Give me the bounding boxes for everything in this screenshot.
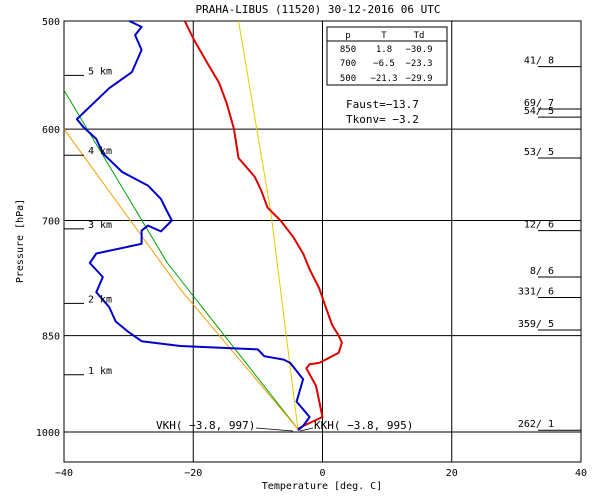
y-tick-label: 850 <box>42 332 60 343</box>
table-cell: 850 <box>340 45 356 55</box>
kkh-leader <box>299 427 314 432</box>
wind-label: 12/ 6 <box>524 220 554 231</box>
kkh-label: KKH( −3.8, 995) <box>314 419 413 432</box>
table-header: T <box>381 31 387 41</box>
wind-label: 53/ 5 <box>524 147 554 158</box>
height-label: 1 km <box>88 366 112 377</box>
wind-label: 8/ 6 <box>530 266 554 277</box>
x-tick-label: 40 <box>575 468 587 479</box>
table-cell: −30.9 <box>405 45 432 55</box>
height-label: 4 km <box>88 146 112 157</box>
series-line-reference-orange <box>63 128 299 430</box>
faust-label: Faust=−13.7 <box>346 98 419 111</box>
vkh-leader <box>255 427 294 432</box>
table-cell: −21.3 <box>370 74 397 84</box>
table-cell: 1.8 <box>376 45 392 55</box>
x-tick-label: 0 <box>319 468 325 479</box>
table-cell: −6.5 <box>373 59 395 69</box>
series-line-reference-green <box>63 90 299 430</box>
grid <box>64 20 581 462</box>
wind-labels: 41/ 8 69/ 754/ 5 53/ 5 12/ 6 8/ 6 331/ 6 359/ … <box>518 56 581 431</box>
vkh-label: VKH( −3.8, 997) <box>156 419 255 432</box>
y-tick-label: 700 <box>42 217 60 228</box>
wind-label: 262/ 1 <box>518 419 554 430</box>
height-label: 3 km <box>88 220 112 231</box>
table-cell: −23.3 <box>405 59 432 69</box>
series-line-reference-yellow <box>238 20 299 430</box>
chart-title: PRAHA-LIBUS (11520) 30-12-2016 06 UTC <box>195 3 440 16</box>
table-header: p <box>345 31 350 41</box>
x-axis-label: Temperature [deg. C] <box>262 481 382 492</box>
series-line-dewpoint <box>75 20 311 431</box>
height-label: 2 km <box>88 294 112 305</box>
x-tick-label: −40 <box>55 468 73 479</box>
table-cell: 500 <box>340 74 356 84</box>
y-tick-label: 1000 <box>36 428 60 439</box>
table-cell: 700 <box>340 59 356 69</box>
x-tick-label: −20 <box>184 468 202 479</box>
series-layer <box>63 20 343 431</box>
table-cell: −29.9 <box>405 74 432 84</box>
wind-label: 54/ 5 <box>524 106 554 117</box>
wind-label: 69/ 7 <box>524 98 554 109</box>
height-labels: 5 km 4 km 3 km 2 km 1 km <box>64 66 112 377</box>
axis-ticks: −40 −20 0 20 40 500 600 700 850 1000 <box>36 17 587 479</box>
y-tick-label: 600 <box>42 125 60 136</box>
x-tick-label: 20 <box>446 468 458 479</box>
height-label: 5 km <box>88 66 112 77</box>
y-tick-label: 500 <box>42 17 60 28</box>
tkonv-label: Tkonv= −3.2 <box>346 113 419 126</box>
data-table-box <box>326 26 448 86</box>
wind-label: 331/ 6 <box>518 286 554 297</box>
wind-label: 41/ 8 <box>524 56 554 67</box>
y-axis-label: Pressure [hPa] <box>15 199 26 283</box>
data-table: p T Td 850 1.8 −30.9 700 −6.5 −23.3 500 −21.3 −29.9 <box>326 26 448 86</box>
table-header: Td <box>414 31 425 41</box>
wind-label: 359/ 5 <box>518 319 554 330</box>
series-line-temperature <box>183 20 343 430</box>
